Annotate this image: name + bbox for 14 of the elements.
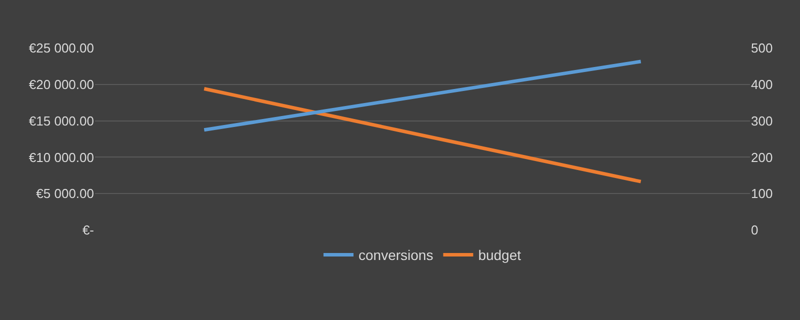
legend-label: conversions <box>358 247 434 264</box>
y-tick-label: €5 000.00 <box>36 186 94 202</box>
y-tick-label: €25 000.00 <box>28 40 94 56</box>
y2-tick-label: 300 <box>751 113 773 128</box>
y2-tick-label: 100 <box>751 186 773 202</box>
y-tick-label: €10 000.00 <box>28 150 94 165</box>
legend-label: budget <box>478 247 522 264</box>
y-tick-label: €- <box>82 222 94 238</box>
y-tick-label: €15 000.00 <box>28 113 94 128</box>
y-tick-label: €20 000.00 <box>28 76 94 92</box>
y2-tick-label: 500 <box>751 40 773 56</box>
y2-tick-label: 0 <box>751 222 758 238</box>
y2-tick-label: 200 <box>751 150 773 165</box>
y2-tick-label: 400 <box>751 76 773 92</box>
